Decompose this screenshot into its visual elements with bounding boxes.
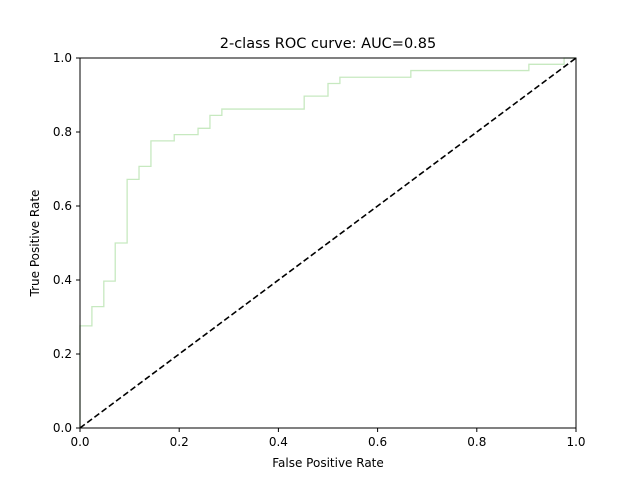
y-tick-label: 0.6 [53, 199, 72, 213]
x-tick-label: 1.0 [566, 435, 585, 449]
y-tick-label: 0.4 [53, 273, 72, 287]
chance-diagonal-line [79, 57, 577, 429]
chart-title: 2-class ROC curve: AUC=0.85 [220, 36, 437, 52]
x-tick-label: 0.0 [70, 435, 89, 449]
y-axis-label: True Positive Rate [28, 190, 42, 298]
plot-area [79, 57, 577, 429]
x-axis: 0.0 0.2 0.4 0.6 0.8 1.0 [70, 428, 586, 449]
x-tick-label: 0.2 [170, 435, 189, 449]
y-tick-label: 0.8 [53, 125, 72, 139]
y-tick-label: 0.0 [53, 421, 72, 435]
x-tick-label: 0.4 [269, 435, 288, 449]
y-tick-label: 1.0 [53, 51, 72, 65]
axes-frame [79, 57, 577, 429]
y-axis: 0.0 0.2 0.4 0.6 0.8 1.0 [53, 51, 80, 435]
y-tick-label: 0.2 [53, 347, 72, 361]
roc-curve-line [79, 57, 576, 428]
x-tick-label: 0.6 [368, 435, 387, 449]
x-tick-label: 0.8 [467, 435, 486, 449]
x-axis-label: False Positive Rate [272, 456, 384, 470]
